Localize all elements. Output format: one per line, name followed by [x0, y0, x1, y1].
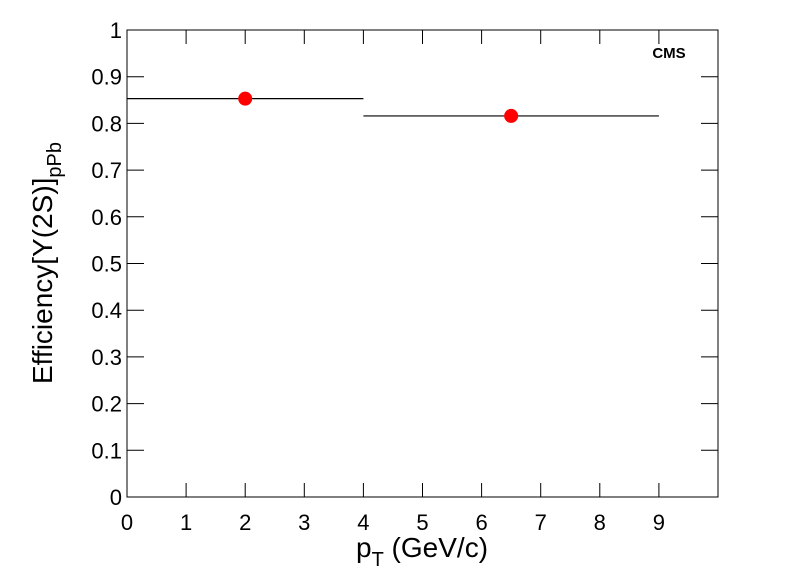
x-tick-label: 5: [416, 510, 428, 535]
x-tick-label: 8: [594, 510, 606, 535]
x-tick-label: 2: [239, 510, 251, 535]
x-tick-label: 1: [180, 510, 192, 535]
y-tick-label: 0.8: [91, 111, 122, 136]
y-tick-label: 0: [110, 485, 122, 510]
data-point: [238, 91, 253, 106]
y-tick-label: 0.1: [91, 438, 122, 463]
y-tick-label: 0.7: [91, 158, 122, 183]
data-point: [504, 108, 519, 123]
x-tick-label: 6: [475, 510, 487, 535]
y-tick-label: 0.9: [91, 65, 122, 90]
y-axis-label: Efficiency[Υ(2S)]pPb: [27, 142, 66, 384]
x-tick-label: 0: [121, 510, 133, 535]
y-tick-label: 0.5: [91, 252, 122, 277]
x-axis-label: pT (GeV/c): [356, 532, 488, 571]
y-tick-label: 0.6: [91, 205, 122, 230]
x-tick-label: 7: [535, 510, 547, 535]
annotation: CMS: [652, 45, 685, 62]
y-tick-label: 0.4: [91, 298, 122, 323]
x-tick-label: 3: [298, 510, 310, 535]
y-tick-label: 0.2: [91, 392, 122, 417]
x-tick-label: 9: [653, 510, 665, 535]
y-tick-label: 0.3: [91, 345, 122, 370]
y-tick-label: 1: [110, 18, 122, 43]
x-tick-label: 4: [357, 510, 369, 535]
